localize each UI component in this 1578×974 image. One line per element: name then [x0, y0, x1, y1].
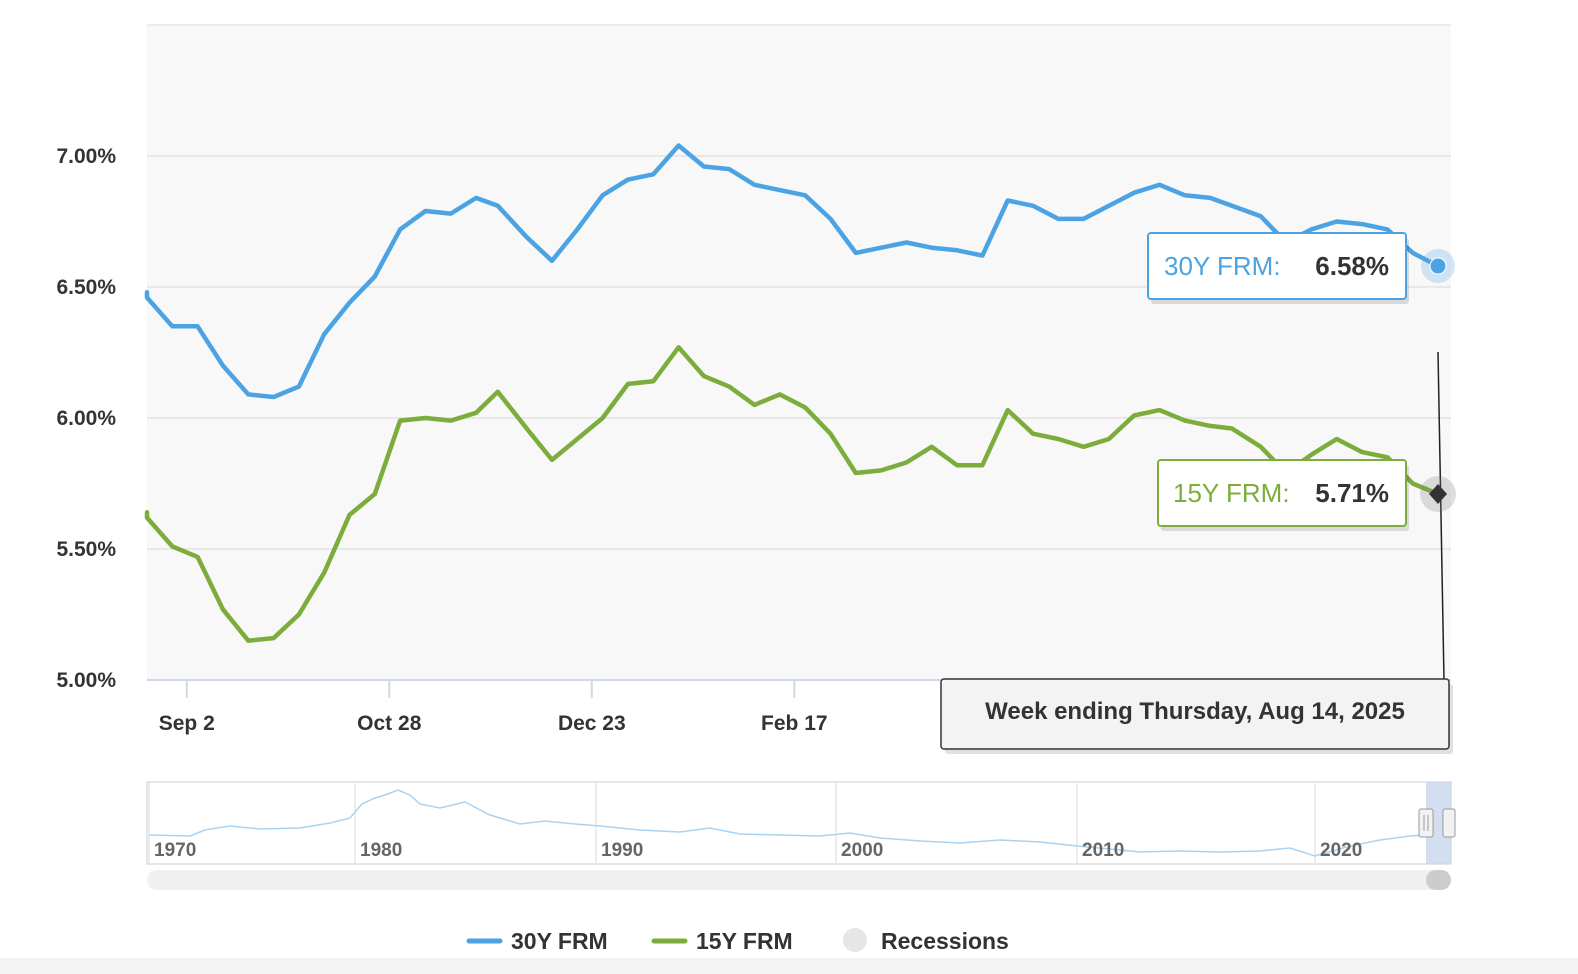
- y-tick-label: 6.00%: [56, 407, 116, 430]
- navigator-series-line: [148, 789, 1427, 857]
- x-tick-label: Feb 17: [761, 712, 828, 735]
- navigator-tick-label: 1980: [360, 840, 402, 861]
- y-tick-label: 5.50%: [56, 538, 116, 561]
- tooltip-30y: 30Y FRM: 6.58%: [1147, 232, 1409, 304]
- marker-30y: [1429, 257, 1447, 275]
- legend-30y-label: 30Y FRM: [511, 928, 608, 954]
- y-tick-label: 6.50%: [56, 276, 116, 299]
- marker-15y: [1429, 483, 1447, 504]
- navigator-tick-label: 1990: [601, 840, 643, 861]
- legend-recessions-label: Recessions: [881, 928, 1009, 954]
- bottom-strip: [0, 958, 1578, 974]
- series-30y-line[interactable]: [144, 143, 1441, 400]
- y-axis: 5.00% 5.50% 6.00% 6.50% 7.00%: [56, 145, 116, 692]
- legend-15y-label: 15Y FRM: [696, 928, 793, 954]
- navigator-tick-label: 2010: [1082, 840, 1124, 861]
- navigator-left-handle[interactable]: [1418, 808, 1434, 838]
- navigator-tick-label: 2000: [841, 840, 883, 861]
- tooltip-15y-value: 5.71%: [1315, 478, 1389, 508]
- date-tooltip-text: Week ending Thursday, Aug 14, 2025: [985, 698, 1405, 725]
- legend-item-15y[interactable]: 15Y FRM: [651, 928, 793, 954]
- navigator-tick-label: 2020: [1320, 840, 1362, 861]
- tooltip-30y-label: 30Y FRM:: [1164, 251, 1281, 281]
- x-tick-label: Oct 28: [357, 712, 422, 735]
- navigator[interactable]: 1970 1980 1990 2000 2010 2020: [146, 781, 1456, 865]
- series-15y-line[interactable]: [144, 345, 1441, 643]
- y-tick-label: 5.00%: [56, 669, 116, 692]
- hover-markers: [1420, 249, 1456, 512]
- navigator-tick-label: 1970: [154, 840, 196, 861]
- date-tooltip: Week ending Thursday, Aug 14, 2025: [940, 678, 1453, 754]
- scrollbar-thumb[interactable]: [1426, 870, 1451, 890]
- x-tick-label: Dec 23: [558, 712, 626, 735]
- plot-background: [147, 25, 1451, 680]
- legend-recessions-swatch: [843, 928, 867, 952]
- navigator-background: [146, 781, 1452, 865]
- navigator-right-handle[interactable]: [1442, 808, 1456, 838]
- legend-item-30y[interactable]: 30Y FRM: [466, 928, 608, 954]
- navigator-grid: [148, 782, 1316, 864]
- y-tick-label: 7.00%: [56, 145, 116, 168]
- tooltip-30y-value: 6.58%: [1315, 251, 1389, 281]
- tooltip-15y-label: 15Y FRM:: [1173, 478, 1290, 508]
- tooltip-15y: 15Y FRM: 5.71%: [1157, 459, 1409, 531]
- legend: 30Y FRM 15Y FRM Recessions: [466, 928, 1009, 954]
- navigator-ticks: 1970 1980 1990 2000 2010 2020: [154, 840, 1362, 861]
- crosshair-line: [1437, 351, 1445, 681]
- scrollbar-track[interactable]: [147, 870, 1451, 890]
- series-lines: [144, 143, 1441, 643]
- x-tick-label: Sep 2: [159, 712, 215, 735]
- legend-item-recessions[interactable]: Recessions: [843, 928, 1009, 954]
